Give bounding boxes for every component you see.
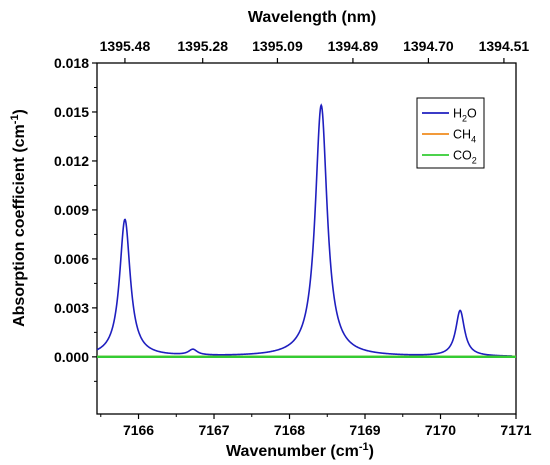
x-tick-label: 7171	[500, 422, 531, 438]
legend-item-h2o: H2O	[422, 107, 477, 124]
x-axis-title: Wavenumber (cm-1)	[226, 441, 374, 460]
x-axis-title-sup: -1	[359, 441, 369, 453]
x-tick-label: 7167	[198, 422, 229, 438]
legend-item-ch4: CH4	[422, 128, 476, 145]
legend-box	[416, 97, 485, 169]
y-axis-title-sup: -1	[9, 114, 21, 124]
y-tick-label: 0.015	[54, 104, 89, 120]
y-axis-title: Absorption coefficient (cm-1)	[9, 109, 28, 327]
top-axis-title: Wavelength (nm)	[248, 9, 376, 26]
x-axis-title-main: Wavenumber (cm	[226, 443, 359, 460]
y-axis-title-end: )	[11, 109, 28, 114]
top-tick-label: 1395.48	[100, 38, 151, 54]
x-tick-label: 7169	[349, 422, 380, 438]
top-tick-label: 1395.09	[252, 38, 303, 54]
top-tick-label: 1394.70	[403, 38, 454, 54]
y-tick-label: 0.009	[54, 202, 89, 218]
plot-frame	[96, 62, 517, 415]
legend: H2O CH4 CO2	[416, 97, 485, 169]
top-tick-label: 1394.51	[479, 38, 530, 54]
y-tick-label: 0.000	[54, 349, 89, 365]
legend-item-co2: CO2	[422, 149, 477, 166]
y-tick-label: 0.018	[54, 55, 89, 71]
x-tick-label: 7166	[123, 422, 154, 438]
y-tick-label: 0.012	[54, 153, 89, 169]
y-axis-title-main: Absorption coefficient (cm	[11, 124, 28, 327]
top-tick-label: 1394.89	[328, 38, 379, 54]
legend-label-ch4: CH4	[453, 128, 476, 145]
y-tick-label: 0.003	[54, 300, 89, 316]
plot-area: 7166 7167 7168 7169 7170 7171 0.000 0.003 0.006 0…	[54, 38, 532, 438]
legend-label-co2: CO2	[453, 149, 477, 166]
y-tick-label: 0.006	[54, 251, 89, 267]
x-axis-title-end: )	[369, 443, 374, 460]
legend-label-h2o: H2O	[453, 107, 477, 124]
x-tick-label: 7168	[274, 422, 305, 438]
x-tick-label: 7170	[425, 422, 456, 438]
series-line-h2o	[96, 103, 513, 357]
top-tick-label: 1395.28	[177, 38, 228, 54]
